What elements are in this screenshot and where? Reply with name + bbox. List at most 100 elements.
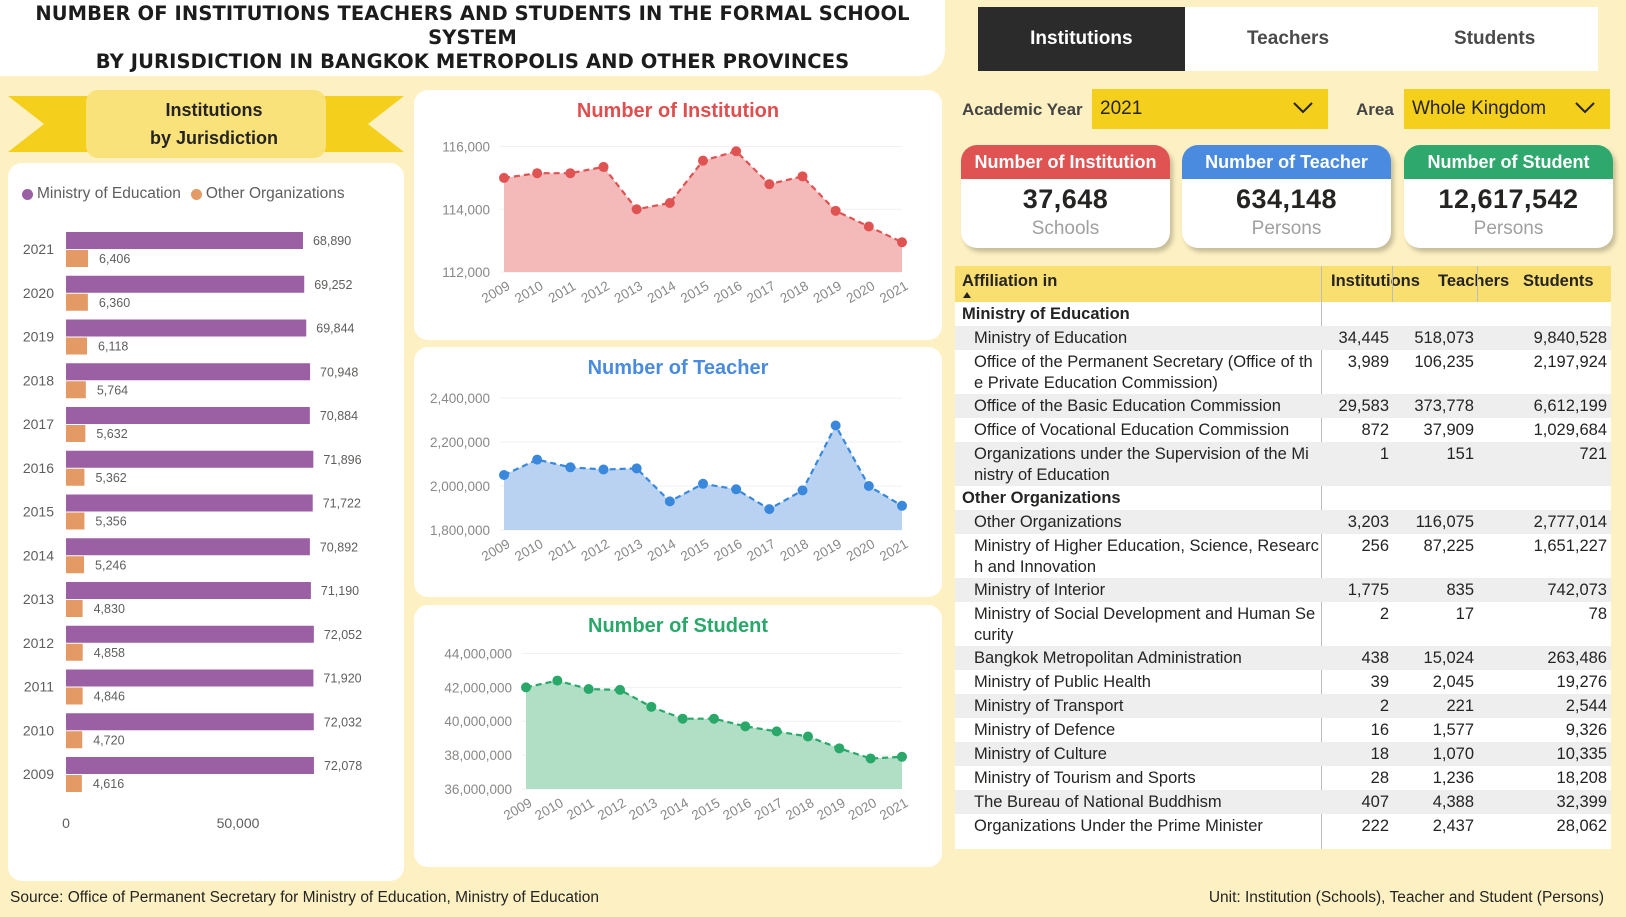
x-tick-label: 2009: [479, 536, 513, 564]
col-header-affiliation[interactable]: Affiliation in: [962, 272, 1058, 290]
student-chart-panel: Number of Student 36,000,000 38,000,000 40…: [414, 605, 942, 867]
tab-institutions[interactable]: Institutions: [978, 7, 1185, 71]
affiliation-name: Ministry of Higher Education, Science, R…: [974, 537, 1319, 576]
data-point: [499, 172, 509, 183]
institutions-value: 222: [1361, 817, 1389, 835]
table-row[interactable]: Other Organizations 3,203 116,075 2,777,014: [955, 510, 1611, 534]
bar-value-label-other: 4,846: [94, 690, 125, 704]
affiliation-name: Ministry of Interior: [974, 581, 1106, 599]
bar-value-label-moe: 71,896: [323, 453, 361, 467]
table-row[interactable]: Organizations under the Supervision of t…: [955, 442, 1611, 486]
bar-moe: [66, 407, 310, 424]
table-group-row[interactable]: Other Organizations: [955, 486, 1611, 510]
bar-value-label-moe: 72,032: [324, 715, 362, 729]
table-row[interactable]: Ministry of Higher Education, Science, R…: [955, 534, 1611, 578]
column-divider: [1321, 266, 1322, 849]
data-point: [552, 675, 563, 686]
table-row[interactable]: Ministry of Tourism and Sports 28 1,236 18,…: [955, 766, 1611, 790]
x-tick-label: 2017: [744, 278, 778, 306]
tab-teachers[interactable]: Teachers: [1184, 7, 1392, 71]
institutions-value: 34,445: [1338, 329, 1389, 347]
table-row[interactable]: Ministry of Public Health 39 2,045 19,276: [955, 670, 1611, 694]
x-tick-label: 2016: [720, 795, 754, 823]
x-tick-label: 2021: [877, 795, 911, 823]
table-row[interactable]: Ministry of Education 34,445 518,073 9,840,…: [955, 326, 1611, 350]
bar-other: [66, 643, 83, 661]
table-row[interactable]: Ministry of Interior 1,775 835 742,073: [955, 578, 1611, 602]
teachers-value: 106,235: [1414, 353, 1474, 371]
institutions-value: 872: [1361, 421, 1389, 439]
students-value: 2,777,014: [1533, 513, 1607, 531]
x-tick-label: 2011: [546, 278, 579, 306]
source-note: Source: Office of Permanent Secretary fo…: [10, 889, 599, 906]
kpi-teacher-unit: Persons: [1251, 218, 1322, 239]
table-row[interactable]: Office of the Permanent Secretary (Offic…: [955, 350, 1611, 394]
report-title-line1: NUMBER OF INSTITUTIONS TEACHERS AND STUD…: [35, 2, 910, 49]
table-row[interactable]: Ministry of Transport 2 221 2,544: [955, 694, 1611, 718]
bar-moe: [66, 275, 305, 293]
table-row[interactable]: Bangkok Metropolitan Administration 438 15…: [955, 646, 1611, 670]
table-row[interactable]: Ministry of Social Development and Human…: [955, 602, 1611, 646]
students-value: 19,276: [1556, 673, 1607, 691]
data-point: [797, 485, 808, 496]
kpi-institution-unit: Schools: [1031, 218, 1100, 239]
table-group-row[interactable]: Ministry of Education: [955, 302, 1611, 326]
bar-other: [66, 425, 86, 442]
institutions-value: 28: [1370, 769, 1389, 787]
bar-value-label-moe: 72,052: [324, 628, 362, 642]
data-point: [664, 496, 675, 507]
y-tick-label: 2,400,000: [430, 391, 490, 406]
data-point: [646, 701, 657, 712]
data-point: [897, 500, 907, 511]
bar-other: [66, 512, 85, 530]
kpi-teacher-value: 634,148: [1235, 184, 1338, 214]
kpi-teacher-label: Number of Teacher: [1182, 145, 1391, 179]
data-point: [631, 463, 642, 474]
bar-moe: [66, 319, 307, 337]
teachers-value: 151: [1446, 445, 1474, 463]
table-row[interactable]: Office of Vocational Education Commissio…: [955, 418, 1611, 442]
institutions-value: 16: [1370, 721, 1389, 739]
x-tick-label: 2019: [814, 795, 848, 823]
series-area: [504, 151, 902, 272]
legend-item-moe[interactable]: Ministry of Education: [22, 185, 181, 203]
institutions-value: 2: [1379, 697, 1389, 715]
bar-moe: [66, 450, 314, 468]
kpi-card-student: Number of Student 12,617,542 Persons: [1404, 145, 1613, 248]
y-tick-label: 2,000,000: [430, 479, 490, 494]
table-row[interactable]: Ministry of Defence 16 1,577 9,326: [955, 718, 1611, 742]
tab-students[interactable]: Students: [1391, 7, 1599, 71]
sort-ascending-icon[interactable]: [963, 292, 971, 298]
col-header-students[interactable]: Students: [1523, 272, 1594, 290]
x-tick-label: 50,000: [217, 815, 260, 831]
x-tick-label: 2020: [844, 536, 878, 564]
bar-value-label-moe: 69,844: [316, 322, 354, 336]
data-point: [731, 146, 742, 157]
x-tick-label: 2017: [744, 536, 778, 564]
table-row[interactable]: Office of the Basic Education Commission…: [955, 394, 1611, 418]
table-row[interactable]: The Bureau of National Buddhism 407 4,388 3…: [955, 790, 1611, 814]
col-header-teachers[interactable]: Teachers: [1438, 272, 1510, 290]
bar-value-label-moe: 70,948: [320, 365, 358, 379]
academic-year-dropdown[interactable]: 2021: [1092, 89, 1328, 129]
data-point: [764, 504, 775, 515]
bar-value-label-other: 5,246: [95, 558, 126, 572]
students-value: 1,651,227: [1533, 537, 1607, 555]
col-header-institutions[interactable]: Institutions: [1331, 272, 1420, 290]
area-dropdown[interactable]: Whole Kingdom: [1404, 89, 1610, 129]
data-point: [731, 484, 742, 495]
data-point: [865, 753, 876, 764]
x-tick-label: 2014: [645, 536, 679, 564]
bar-category-label: 2015: [23, 504, 54, 520]
teacher-chart-title: Number of Teacher: [587, 357, 769, 379]
data-point: [677, 713, 688, 724]
students-value: 10,335: [1556, 745, 1607, 763]
table-row[interactable]: Ministry of Culture 18 1,070 10,335: [955, 742, 1611, 766]
legend-item-other[interactable]: Other Organizations: [190, 185, 345, 203]
page-tabs: Institutions Teachers Students: [978, 7, 1599, 71]
bar-moe: [66, 757, 314, 774]
series-area: [526, 680, 902, 789]
students-value: 18,208: [1556, 769, 1607, 787]
bar-category-label: 2020: [23, 285, 54, 301]
table-row[interactable]: Organizations Under the Prime Minister 22…: [955, 814, 1611, 838]
